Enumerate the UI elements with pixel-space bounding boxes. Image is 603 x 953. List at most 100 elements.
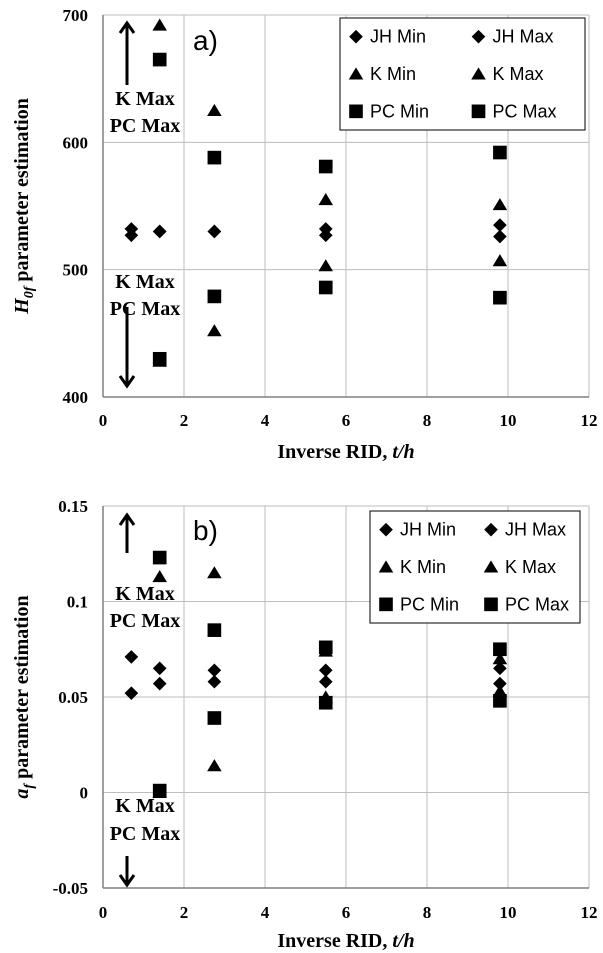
- y-tick-label: 0.15: [58, 497, 88, 516]
- legend: JH Min JH Max K Min K Max PC Min PC Max: [339, 17, 586, 131]
- y-tick-label: 600: [63, 133, 89, 152]
- data-point: [318, 222, 333, 236]
- data-point: [124, 222, 139, 236]
- data-point: [318, 674, 333, 689]
- data-point: [207, 674, 222, 689]
- annotation-line2: PC Max: [110, 823, 181, 845]
- legend-marker-triangle: [483, 560, 499, 573]
- chart-panel-b: 0 2 4 6 8 10 12 -0.05 0 0.05 0.1 0.15 Inverse RID, t…: [11, 497, 598, 952]
- annotation-up: K Max PC Max: [110, 512, 180, 632]
- data-point: [318, 640, 333, 655]
- data-point: [318, 280, 333, 295]
- data-point: [493, 694, 507, 708]
- data-point: [207, 663, 222, 678]
- x-tick-label: 8: [423, 903, 432, 922]
- y-tick-label: -0.05: [53, 879, 88, 898]
- data-point: [493, 290, 507, 305]
- legend-marker-square: [484, 597, 498, 612]
- data-point: [207, 566, 222, 579]
- data-point: [152, 570, 167, 583]
- data-point: [207, 759, 222, 772]
- arrow-head: [118, 874, 136, 888]
- legend-marker-diamond: [379, 522, 393, 537]
- legend-marker-triangle: [471, 67, 486, 80]
- data-point: [318, 192, 334, 206]
- x-tick-label: 4: [261, 411, 270, 430]
- annotation-line2: PC Max: [110, 115, 181, 137]
- data-point: [492, 254, 508, 267]
- annotation-line1: K Max: [115, 583, 174, 605]
- data-point: [124, 686, 139, 700]
- data-point: [207, 324, 222, 337]
- data-point: [318, 159, 333, 174]
- data-point: [152, 224, 167, 239]
- y-tick-label: 500: [63, 261, 89, 280]
- legend-label: JH Min: [370, 27, 426, 47]
- legend-box: [339, 17, 586, 131]
- x-tick-label: 2: [180, 411, 189, 430]
- arrow-head: [118, 375, 136, 389]
- y-tick-label: 400: [63, 388, 89, 407]
- series-jh-max: [124, 650, 507, 678]
- series-k-max: [152, 566, 508, 665]
- data-point: [492, 198, 508, 211]
- data-point: [493, 642, 507, 657]
- x-tick-label: 0: [99, 903, 108, 922]
- y-tick-label: 700: [63, 6, 89, 25]
- data-point: [124, 650, 139, 664]
- annotation-down: K Max PC Max: [110, 795, 181, 888]
- y-tick-label: 0: [80, 784, 89, 803]
- annotation-line1: K Max: [115, 795, 174, 817]
- legend-label: JH Min: [400, 520, 456, 540]
- legend-marker-square: [379, 597, 393, 612]
- data-point: [493, 229, 507, 244]
- arrow-down-icon: [118, 307, 136, 389]
- x-axis-label: Inverse RID, t/h: [277, 930, 414, 952]
- y-tick-label: 0.1: [67, 593, 88, 612]
- legend-label: PC Min: [370, 101, 429, 121]
- annotation-line2: PC Max: [110, 298, 181, 320]
- legend-label: JH Max: [493, 27, 554, 47]
- series-pc-max: [152, 52, 507, 174]
- arrow-up-icon: [118, 512, 136, 553]
- data-point: [152, 676, 167, 691]
- x-tick-label: 6: [342, 903, 351, 922]
- annotation-line1: K Max: [115, 271, 174, 293]
- legend-label: PC Min: [400, 594, 459, 614]
- chart-panel-a: 0 2 4 6 8 10 12 400 500 600 700 Inverse RID, t/h H0f…: [11, 6, 598, 463]
- legend-marker-square: [349, 104, 363, 119]
- arrow-head: [118, 20, 136, 34]
- legend-label: PC Max: [505, 594, 569, 614]
- arrow-head: [118, 512, 136, 526]
- data-point: [152, 550, 167, 565]
- annotation-up: K Max PC Max: [110, 20, 181, 137]
- data-point: [492, 684, 508, 697]
- data-point: [318, 663, 333, 678]
- series-pc-max: [152, 550, 507, 657]
- data-point: [318, 259, 334, 272]
- x-tick-label: 10: [500, 411, 517, 430]
- arrow-down-icon: [118, 856, 136, 888]
- x-tick-label: 0: [99, 411, 108, 430]
- annotation-line1: K Max: [115, 88, 174, 110]
- series-jh-min: [124, 674, 507, 700]
- x-tick-label: 12: [581, 411, 598, 430]
- annotation-down: K Max PC Max: [110, 271, 181, 389]
- legend-marker-triangle: [378, 560, 394, 573]
- x-axis-label: Inverse RID, t/h: [277, 441, 414, 463]
- x-tick-label: 10: [500, 903, 517, 922]
- data-point: [152, 351, 167, 366]
- series-pc-min: [152, 694, 507, 798]
- data-point: [493, 661, 507, 676]
- legend-marker-diamond: [349, 29, 363, 44]
- legend-marker-square: [471, 104, 486, 119]
- data-point: [152, 18, 167, 31]
- legend-label: JH Max: [505, 520, 566, 540]
- data-point: [152, 661, 167, 676]
- data-point: [207, 623, 222, 637]
- data-point: [207, 150, 222, 165]
- x-tick-label: 12: [581, 903, 598, 922]
- legend-marker-triangle: [348, 67, 364, 80]
- x-tick-label: 2: [180, 903, 189, 922]
